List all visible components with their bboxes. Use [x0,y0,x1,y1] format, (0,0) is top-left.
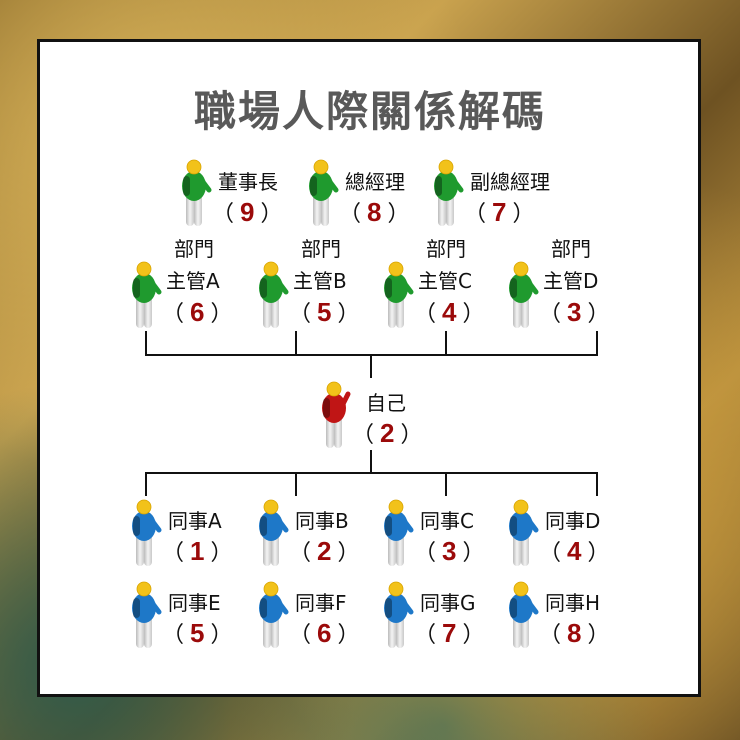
person-icon [430,158,464,228]
person-icon [380,260,414,330]
manager-label-line2: 主管B [293,269,347,293]
number-label: （4） [414,297,485,327]
manager-label-line1: 部門 [301,237,341,261]
person-icon [255,580,289,650]
score-value: 2 [317,536,332,566]
connector-line [370,354,372,378]
score-value: 5 [317,297,332,327]
manager-label-line2: 主管A [166,269,220,293]
page-title: 職場人際關係解碼 [193,87,546,136]
number-label: （2） [289,536,360,566]
manager-label-line1: 部門 [551,237,591,261]
colleague-label: 同事B [295,509,349,533]
number-label: （7） [464,197,535,227]
score-value: 7 [492,197,507,227]
score-value: 8 [367,197,382,227]
number-label: （6） [289,618,360,648]
connector-line [295,331,297,355]
number-label: （5） [162,618,233,648]
colleague-label: 同事D [545,509,601,533]
number-label: （3） [539,297,610,327]
score-value: 9 [240,197,255,227]
manager-label-line2: 主管C [418,269,472,293]
score-value: 8 [567,618,582,648]
number-label: （9） [212,197,283,227]
score-value: 3 [442,536,457,566]
score-value: 6 [190,297,205,327]
person-icon [255,260,289,330]
person-icon [305,158,339,228]
colleague-label: 同事F [295,591,347,615]
colleague-label: 同事H [545,591,601,615]
number-label: （5） [289,297,360,327]
person-icon [128,260,162,330]
colleague-label: 同事G [420,591,476,615]
person-icon [128,498,162,568]
number-label: （2） [352,418,423,448]
person-icon [128,580,162,650]
number-label: （8） [339,197,410,227]
score-value: 1 [190,536,205,566]
number-label: （6） [162,297,233,327]
manager-label-line1: 部門 [426,237,466,261]
colleague-label: 同事C [420,509,474,533]
connector-line [445,472,447,496]
score-value: 4 [442,297,457,327]
score-value: 5 [190,618,205,648]
person-icon [505,498,539,568]
person-icon [255,498,289,568]
connector-line [145,472,598,474]
number-label: （8） [539,618,610,648]
connector-line [145,331,147,355]
number-label: （4） [539,536,610,566]
number-label: （1） [162,536,233,566]
score-value: 6 [317,618,332,648]
person-icon [178,158,212,228]
colleague-label: 同事E [168,591,221,615]
score-value: 3 [567,297,582,327]
person-icon [318,380,352,450]
connector-line [370,450,372,474]
score-value: 7 [442,618,457,648]
connector-line [145,472,147,496]
connector-line [445,331,447,355]
executive-label: 董事長 [218,170,278,194]
score-value: 2 [380,418,395,448]
number-label: （7） [414,618,485,648]
self-label: 自己 [366,391,406,415]
score-value: 4 [567,536,582,566]
connector-line [596,472,598,496]
colleague-label: 同事A [168,509,222,533]
manager-label-line1: 部門 [174,237,214,261]
person-icon [505,260,539,330]
connector-line [295,472,297,496]
executive-label: 總經理 [345,170,405,194]
connector-line [596,331,598,355]
executive-label: 副總經理 [470,170,550,194]
person-icon [505,580,539,650]
person-icon [380,498,414,568]
person-icon [380,580,414,650]
manager-label-line2: 主管D [543,269,599,293]
number-label: （3） [414,536,485,566]
